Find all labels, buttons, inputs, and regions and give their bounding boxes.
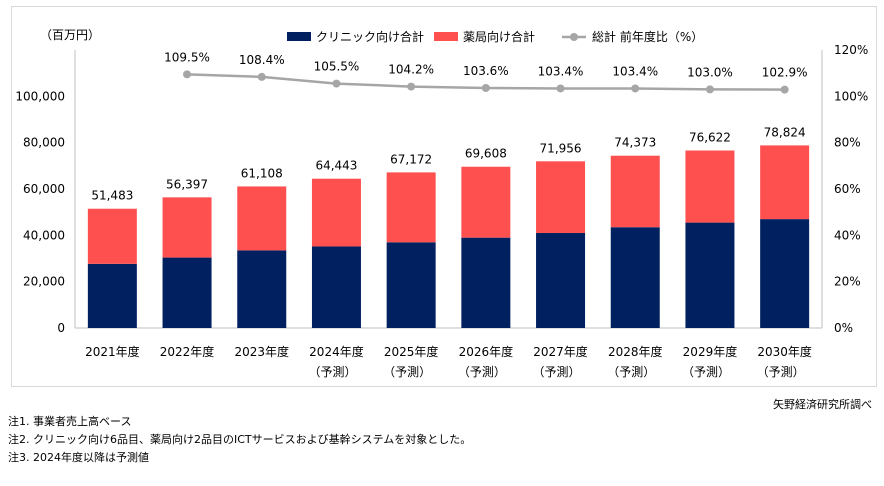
x-category-sublabel: （予測） xyxy=(458,365,506,379)
yoy-data-label: 103.4% xyxy=(538,64,584,78)
bar-pharmacy xyxy=(685,150,735,223)
bar-pharmacy xyxy=(87,208,137,264)
y-left-tick-label: 0 xyxy=(57,321,65,335)
chart-frame xyxy=(11,6,877,387)
bar-pharmacy xyxy=(760,145,810,220)
x-category-label: 2027年度 xyxy=(533,344,588,359)
total-data-label: 69,608 xyxy=(465,147,507,161)
footnote-2: 注2. クリニック向け6品目、薬局向け2品目のICTサービスおよび基幹システムを… xyxy=(8,433,472,446)
y-left-tick-label: 60,000 xyxy=(23,182,65,196)
bar-clinic xyxy=(386,242,436,328)
legend-swatch-pharmacy xyxy=(434,32,458,41)
total-data-label: 74,373 xyxy=(614,136,656,150)
y-right-tick-label: 80% xyxy=(834,136,861,150)
y-unit-label: （百万円） xyxy=(40,28,100,42)
x-category-label: 2029年度 xyxy=(683,344,738,359)
bar-clinic xyxy=(311,246,361,328)
bar-clinic xyxy=(162,257,212,328)
footnotes: 注1. 事業者売上高ベース 注2. クリニック向け6品目、薬局向け2品目のICT… xyxy=(8,413,471,467)
total-data-label: 61,108 xyxy=(241,166,283,180)
yoy-point xyxy=(332,79,341,88)
y-right-tick-label: 100% xyxy=(834,89,868,103)
x-category-sublabel: （予測） xyxy=(308,365,356,379)
total-data-label: 64,443 xyxy=(315,159,357,173)
yoy-point xyxy=(631,84,640,93)
yoy-data-label: 105.5% xyxy=(314,60,360,74)
bar-pharmacy xyxy=(386,172,436,243)
bar-pharmacy xyxy=(461,166,511,238)
x-category-sublabel: （予測） xyxy=(607,365,655,379)
x-category-sublabel: （予測） xyxy=(533,365,581,379)
yoy-data-label: 109.5% xyxy=(164,50,210,64)
yoy-data-label: 103.4% xyxy=(612,64,658,78)
bar-pharmacy xyxy=(536,161,586,234)
x-category-label: 2023年度 xyxy=(234,344,289,359)
x-category-label: 2021年度 xyxy=(85,344,140,359)
bar-pharmacy xyxy=(237,186,287,251)
yoy-point xyxy=(780,85,789,94)
bar-clinic xyxy=(237,250,287,328)
yoy-data-label: 108.4% xyxy=(239,53,285,67)
y-left-tick-label: 40,000 xyxy=(23,228,65,242)
bar-clinic xyxy=(461,237,511,328)
x-category-sublabel: （予測） xyxy=(757,365,805,379)
yoy-point xyxy=(481,83,490,92)
x-category-label: 2028年度 xyxy=(608,344,663,359)
yoy-point xyxy=(257,72,266,81)
bar-clinic xyxy=(87,263,137,328)
yoy-data-label: 102.9% xyxy=(762,66,808,80)
legend-label-yoy: 総計 前年度比（%） xyxy=(592,29,703,44)
footnote-1: 注1. 事業者売上高ベース xyxy=(8,415,132,428)
total-data-label: 76,622 xyxy=(689,130,731,144)
legend-swatch-clinic xyxy=(287,32,311,41)
y-left-tick-label: 20,000 xyxy=(23,275,65,289)
source-note: 矢野経済研究所調べ xyxy=(773,398,872,411)
yoy-point xyxy=(407,82,416,91)
x-category-label: 2026年度 xyxy=(459,344,514,359)
legend-label-pharmacy: 薬局向け合計 xyxy=(463,29,535,44)
total-data-label: 78,824 xyxy=(764,125,806,139)
yoy-point xyxy=(183,70,192,79)
footnote-3: 注3. 2024年度以降は予測値 xyxy=(8,451,149,464)
y-right-tick-label: 120% xyxy=(834,43,868,57)
y-right-tick-label: 40% xyxy=(834,228,861,242)
bar-clinic xyxy=(685,222,735,328)
y-left-tick-label: 100,000 xyxy=(15,89,65,103)
y-right-tick-label: 0% xyxy=(834,321,853,335)
legend-marker-yoy xyxy=(570,33,578,41)
legend-label-clinic: クリニック向け合計 xyxy=(316,29,424,44)
y-left-tick-label: 80,000 xyxy=(23,136,65,150)
y-right-tick-label: 20% xyxy=(834,275,861,289)
total-data-label: 51,483 xyxy=(91,189,133,203)
bar-clinic xyxy=(536,233,586,328)
yoy-data-label: 104.2% xyxy=(388,63,434,77)
x-category-sublabel: （予測） xyxy=(383,365,431,379)
bar-clinic xyxy=(760,219,810,328)
bar-clinic xyxy=(610,227,660,328)
bar-pharmacy xyxy=(162,197,212,258)
x-category-label: 2030年度 xyxy=(757,344,812,359)
total-data-label: 71,956 xyxy=(540,141,582,155)
bar-pharmacy xyxy=(610,155,660,228)
total-data-label: 67,172 xyxy=(390,152,432,166)
x-category-label: 2024年度 xyxy=(309,344,364,359)
stacked-bar-line-chart: 0 20,000 40,000 60,000 80,000 100,000 0% 20% 40%… xyxy=(15,28,868,379)
yoy-data-label: 103.0% xyxy=(687,65,733,79)
yoy-data-label: 103.6% xyxy=(463,64,509,78)
yoy-point xyxy=(556,84,565,93)
total-data-label: 56,397 xyxy=(166,177,208,191)
x-category-label: 2022年度 xyxy=(160,344,215,359)
x-category-label: 2025年度 xyxy=(384,344,439,359)
yoy-point xyxy=(705,85,714,94)
x-category-sublabel: （予測） xyxy=(682,365,730,379)
bar-pharmacy xyxy=(311,178,361,247)
y-right-tick-label: 60% xyxy=(834,182,861,196)
